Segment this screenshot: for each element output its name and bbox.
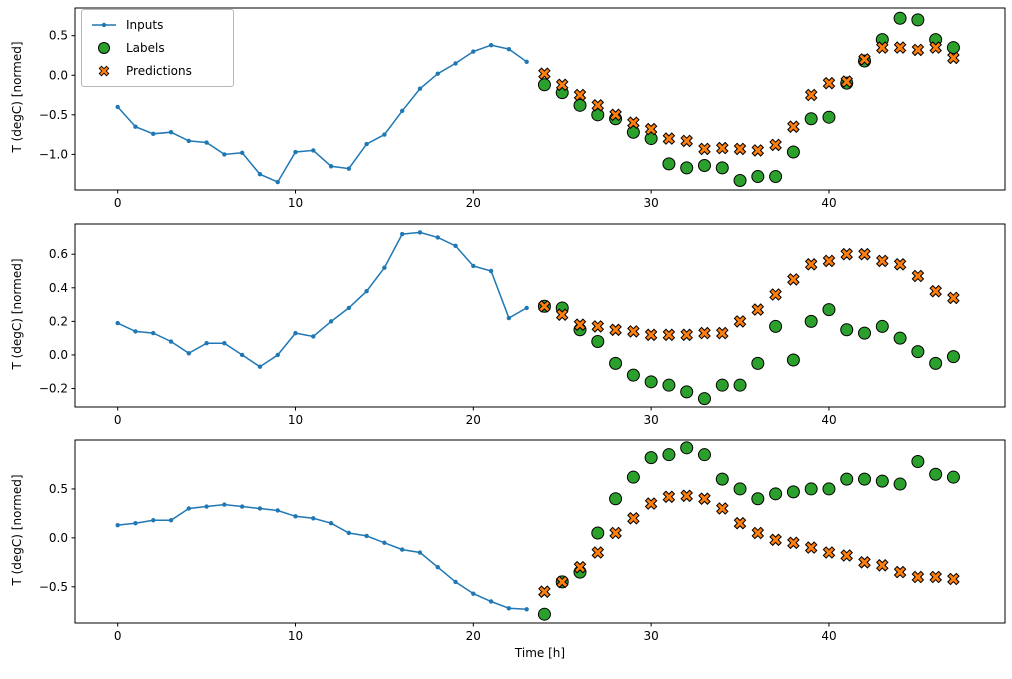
y-tick-label: 0.6 [49,247,68,261]
x-tick-label: 0 [114,413,122,427]
y-tick-label: 0.0 [49,348,68,362]
x-tick-label: 10 [288,629,303,643]
subplot-1: 0 10 20 30 40 0.5 0.0 −0.5 −1.0 [39,7,1006,210]
series-predictions [538,41,960,157]
y-axis-label-subplot-1: T (degC) [normed] [10,41,24,153]
y-tick-label: 0.0 [49,68,68,82]
x-tick-label: 30 [643,629,658,643]
x-tick-label: 30 [643,413,658,427]
y-tick-label: −0.5 [39,108,68,122]
legend-label-predictions: Predictions [126,64,192,78]
x-axis-label: Time [h] [514,646,566,660]
x-tick-label: 20 [466,196,481,210]
x-tick-label: 0 [114,629,122,643]
x-tick-label: 40 [821,196,836,210]
legend-entry-labels: Labels [91,40,219,56]
inputs-line-icon [92,22,116,28]
series-inputs [115,502,529,612]
x-tick-label: 10 [288,413,303,427]
y-tick-label: 0.4 [49,281,68,295]
y-axis-label-subplot-3: T (degC) [normed] [10,474,24,586]
x-tick-label: 30 [643,196,658,210]
legend-label-labels: Labels [126,41,165,55]
y-axis-label-subplot-2: T (degC) [normed] [10,258,24,370]
x-tick-label: 40 [821,629,836,643]
y-tick-label: −0.5 [39,580,68,594]
x-tick-label: 40 [821,413,836,427]
series-predictions [538,489,960,598]
x-tick-label: 10 [288,196,303,210]
y-tick-label: −0.2 [39,382,68,396]
subplot-2: 0 10 20 30 40 0.6 0.4 0.2 0.0 −0.2 [39,223,1006,427]
predictions-x-icon [98,65,110,77]
legend-entry-inputs: Inputs [91,17,219,33]
series-inputs [115,230,529,369]
subplot-3: 0 10 20 30 40 0.5 0.0 −0.5 [39,439,1006,643]
legend: Inputs Labels Predictions [81,9,234,87]
x-tick-label: 20 [466,413,481,427]
y-tick-label: −1.0 [39,147,68,161]
y-tick-label: 0.5 [49,29,68,43]
legend-entry-predictions: Predictions [91,63,219,79]
series-labels [537,299,960,406]
legend-label-inputs: Inputs [126,18,164,32]
y-tick-label: 0.0 [49,531,68,545]
series-predictions [538,247,960,342]
x-tick-label: 20 [466,629,481,643]
y-tick-label: 0.5 [49,482,68,496]
x-tick-label: 0 [114,196,122,210]
series-labels [537,11,960,188]
labels-circle-icon [98,42,110,54]
series-labels [537,441,960,621]
series-inputs [115,42,529,185]
y-tick-label: 0.2 [49,314,68,328]
